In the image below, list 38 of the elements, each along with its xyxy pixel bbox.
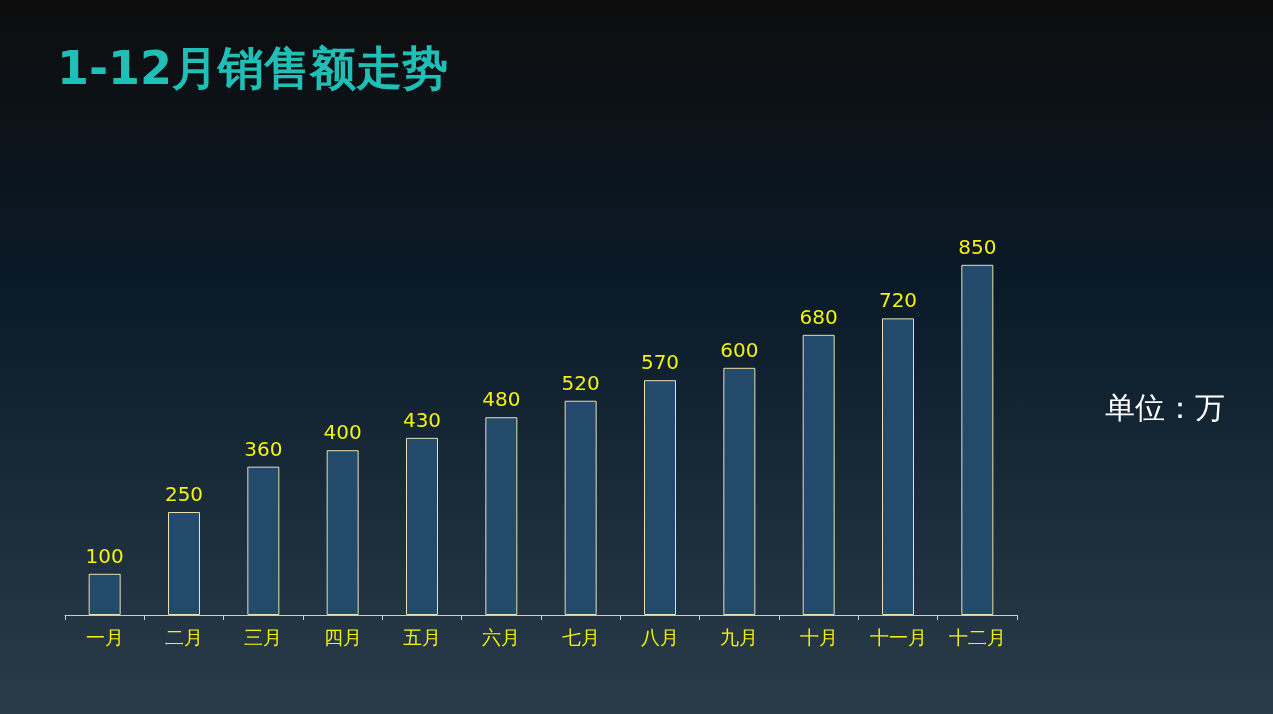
bar xyxy=(644,380,676,615)
x-tick-label: 三月 xyxy=(244,625,283,648)
text: 单位：万 xyxy=(1105,389,1225,425)
bar xyxy=(326,450,359,615)
x-tick-label: 九月 xyxy=(720,625,759,648)
bar xyxy=(802,334,835,615)
bar xyxy=(961,264,994,615)
data-label: 480 xyxy=(482,387,521,412)
bar xyxy=(406,437,438,615)
bar xyxy=(168,512,200,615)
x-tick-label: 七月 xyxy=(561,625,600,648)
x-tick-label: 十一月 xyxy=(869,625,927,648)
data-label: 100 xyxy=(85,543,124,568)
data-label: 360 xyxy=(244,436,283,461)
bar xyxy=(247,466,280,615)
data-label: 850 xyxy=(958,234,997,259)
x-tick-label: 六月 xyxy=(482,625,521,648)
x-tick-label: 十月 xyxy=(799,625,838,648)
bar xyxy=(88,573,121,615)
x-tick-label: 十二月 xyxy=(948,625,1006,648)
chart-title: 1-12月销售额走势 xyxy=(57,41,449,95)
data-label: 720 xyxy=(878,288,918,313)
bar xyxy=(882,318,914,615)
x-tick-label: 四月 xyxy=(323,625,362,648)
data-label: 250 xyxy=(164,482,204,506)
bar xyxy=(723,367,756,615)
bar xyxy=(485,417,518,615)
data-label: 680 xyxy=(799,304,838,329)
bar xyxy=(564,400,597,615)
data-label: 570 xyxy=(640,350,680,375)
data-label: 520 xyxy=(561,370,600,395)
x-tick-label: 二月 xyxy=(165,625,203,648)
x-tick-label: 五月 xyxy=(403,625,441,648)
data-label: 400 xyxy=(323,420,362,445)
data-label: 600 xyxy=(720,337,759,362)
x-tick-label: 一月 xyxy=(85,625,124,648)
x-tick-label: 八月 xyxy=(641,625,679,648)
data-label: 430 xyxy=(402,407,442,432)
